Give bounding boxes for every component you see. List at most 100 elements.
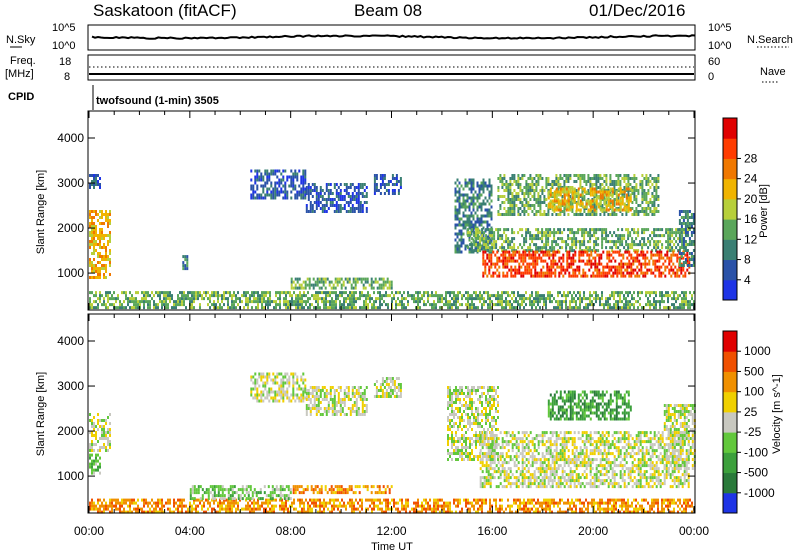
power-cell — [109, 291, 111, 295]
velocity-cell — [304, 387, 307, 391]
power-cell — [523, 237, 526, 241]
power-cell — [597, 196, 600, 200]
power-cell — [488, 181, 491, 185]
power-cell — [423, 300, 425, 304]
power-cell — [523, 297, 525, 301]
power-cell — [529, 177, 532, 180]
velocity-cell — [262, 381, 265, 385]
power-cell — [587, 192, 590, 195]
power-cell — [623, 186, 626, 189]
power-cell — [632, 262, 635, 266]
power-cell — [458, 193, 461, 197]
power-cell — [153, 306, 155, 310]
power-cell — [231, 306, 233, 310]
power-cell — [509, 210, 512, 213]
power-cell — [627, 183, 630, 186]
power-cell — [298, 184, 301, 188]
power-cell — [266, 190, 269, 194]
power-cell — [351, 207, 354, 210]
power-cell — [597, 186, 600, 189]
power-cell — [525, 210, 528, 213]
power-cell — [514, 253, 517, 257]
power-cell — [337, 297, 339, 301]
power-cell — [364, 280, 367, 284]
power-cell — [488, 202, 491, 206]
velocity-cell — [284, 393, 287, 397]
power-cell — [373, 180, 376, 183]
power-cell — [300, 178, 303, 182]
power-cell — [692, 255, 695, 258]
power-cell — [476, 205, 479, 209]
power-cell — [501, 234, 504, 238]
power-cell — [388, 283, 391, 287]
power-cell — [615, 183, 618, 186]
power-cell — [209, 297, 211, 301]
power-cell — [497, 237, 500, 241]
power-cell — [137, 303, 139, 307]
velocity-cell — [119, 510, 121, 514]
velocity-cell — [313, 386, 316, 389]
velocity-cell — [117, 507, 119, 511]
velocity-cell — [105, 507, 107, 511]
power-cell — [473, 231, 476, 235]
power-cell — [511, 240, 514, 244]
power-cell — [678, 228, 681, 231]
power-cell — [626, 250, 629, 254]
power-cell — [456, 223, 459, 227]
power-cell — [547, 294, 549, 298]
power-cell — [472, 196, 475, 200]
power-cell — [490, 193, 493, 197]
power-cell — [423, 294, 425, 298]
power-cell — [494, 271, 497, 275]
power-cell — [333, 291, 335, 295]
power-cell — [628, 262, 631, 266]
power-cell — [91, 291, 93, 295]
power-cell — [675, 231, 678, 235]
power-cell — [592, 262, 595, 266]
power-cell — [173, 303, 175, 307]
power-cell — [481, 303, 483, 307]
power-cell — [665, 294, 667, 298]
power-cell — [199, 303, 201, 307]
power-cell — [386, 277, 389, 281]
power-cell — [568, 265, 571, 269]
power-cell — [583, 228, 586, 232]
power-cell — [205, 291, 207, 295]
power-cell — [468, 250, 471, 254]
power-cell — [464, 181, 467, 185]
power-cell — [354, 283, 357, 287]
power-cell — [268, 187, 271, 191]
power-cell — [613, 306, 615, 310]
power-cell — [539, 174, 542, 177]
power-cell — [294, 196, 297, 200]
power-cell — [603, 186, 606, 189]
power-cell — [397, 189, 400, 192]
power-cell — [373, 300, 375, 304]
velocity-cell — [296, 381, 299, 385]
power-cell — [267, 291, 269, 295]
power-cell — [585, 190, 588, 194]
velocity-cell — [307, 395, 310, 398]
power-cell — [575, 205, 578, 209]
velocity-cell — [262, 375, 265, 379]
power-cell — [321, 210, 324, 213]
power-cell — [373, 189, 376, 192]
power-cell — [456, 178, 459, 182]
velocity-cell — [333, 389, 336, 392]
power-cell — [620, 274, 623, 278]
power-cell — [625, 199, 628, 203]
velocity-cell — [333, 398, 336, 401]
power-cell — [596, 265, 599, 269]
power-cell — [555, 243, 558, 247]
power-cell — [680, 252, 683, 255]
power-cell — [325, 186, 328, 189]
power-cell — [288, 184, 291, 188]
velocity-cell — [266, 393, 269, 397]
power-cell — [489, 246, 492, 250]
power-cell — [503, 306, 505, 310]
power-cell — [107, 258, 109, 261]
power-cell — [595, 174, 598, 177]
velocity-cell — [363, 395, 366, 398]
power-echo-region — [89, 291, 695, 310]
power-cell — [281, 291, 283, 295]
